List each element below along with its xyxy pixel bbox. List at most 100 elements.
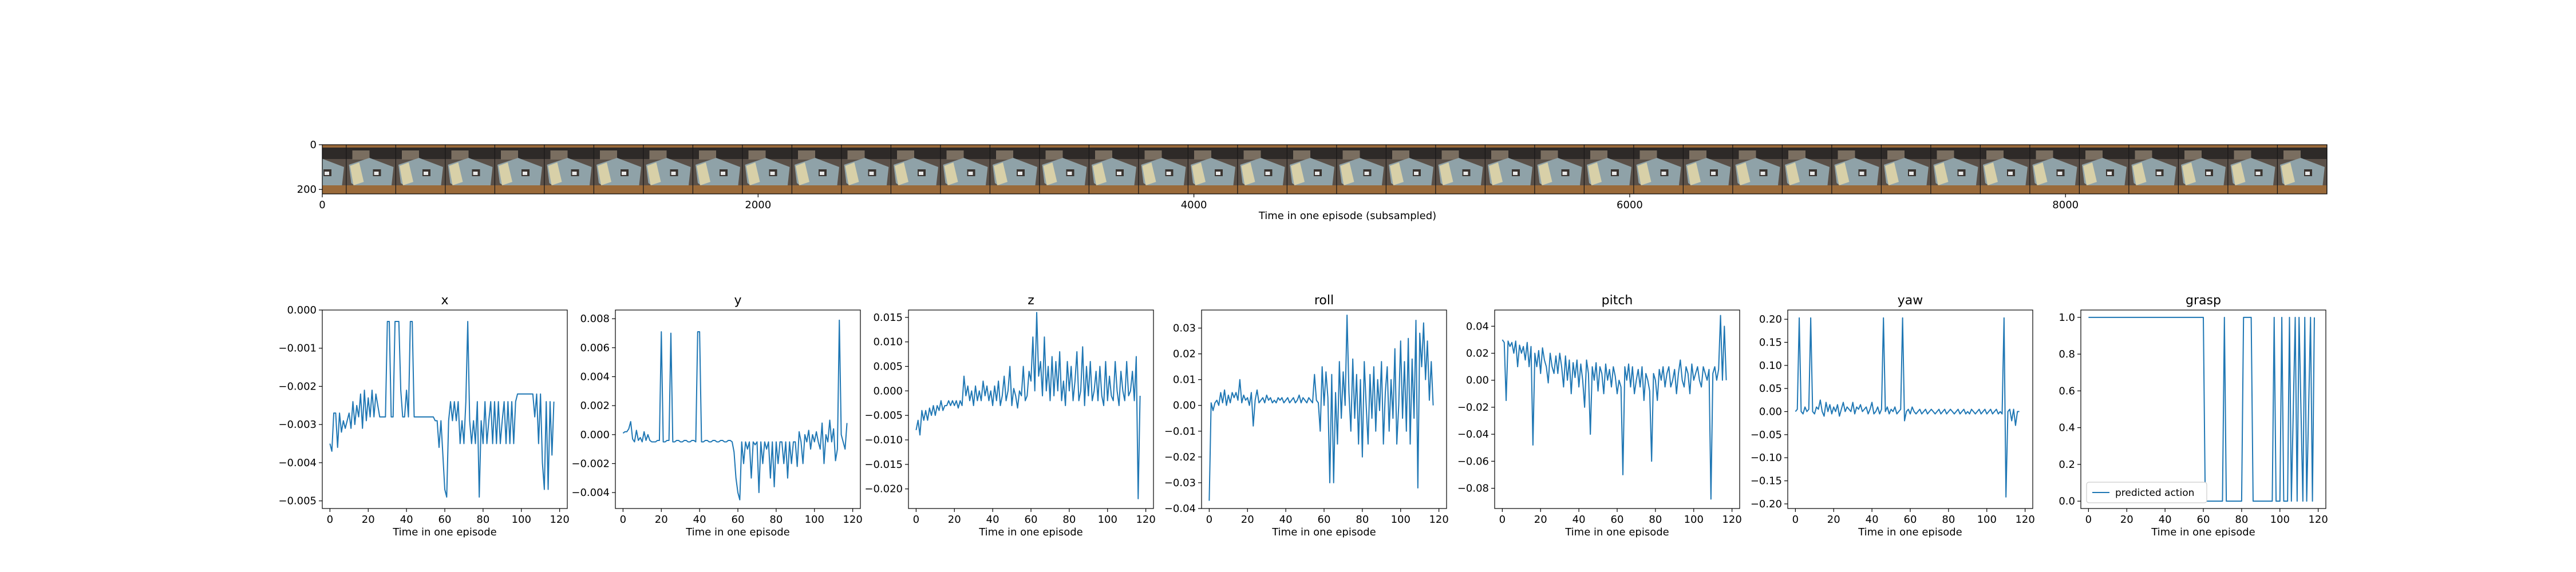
xtick-label: 100	[2270, 514, 2290, 526]
ytick-label: −0.02	[1164, 451, 1196, 463]
ytick-label: 0.006	[580, 342, 610, 354]
ytick-label: 0.01	[1173, 374, 1196, 386]
series-line	[329, 321, 555, 498]
ytick-label: −0.03	[1164, 477, 1196, 489]
plot-frame	[908, 309, 1154, 509]
xtick-label: 60	[1904, 514, 1917, 526]
xtick-label: 120	[1722, 514, 1741, 526]
chart-y: 0 20 40 60 80 100 120 −0.004 −0.002 0.000 0.002 0.0…	[571, 293, 862, 538]
ytick-label: −0.02	[1457, 402, 1489, 414]
legend-box	[2086, 482, 2207, 503]
xtick-label: 20	[2120, 514, 2134, 526]
ytick-label: 0.04	[1466, 320, 1489, 332]
xtick-label: 120	[2015, 514, 2034, 526]
xtick-label: 40	[1573, 514, 1586, 526]
ytick-label: 0.002	[580, 400, 610, 412]
xtick-label: 40	[1279, 514, 1293, 526]
xtick-label: 40	[1866, 514, 1879, 526]
xtick-label: 0	[1499, 514, 1506, 526]
xtick-label: 0	[1792, 514, 1799, 526]
ytick-label: 0.00	[1173, 400, 1196, 412]
chart-xlabel: Time in one episode	[685, 526, 790, 538]
xtick-label: 120	[1136, 514, 1155, 526]
ytick-label: 0.02	[1466, 348, 1489, 360]
chart-pitch: 0 20 40 60 80 100 120 −0.08 −0.06 −0.04 −0.02 0.00 0…	[1457, 293, 1742, 538]
plot-frame	[615, 309, 861, 509]
chart-title: pitch	[1602, 293, 1633, 308]
strip-ytick-label: 0	[310, 139, 317, 151]
chart-title: yaw	[1898, 293, 1923, 308]
xtick-label: 40	[986, 514, 999, 526]
ytick-label: 0.0	[2059, 495, 2075, 507]
ytick-label: 0.00	[1466, 375, 1489, 387]
ytick-label: −0.001	[278, 343, 317, 355]
xtick-label: 80	[476, 514, 489, 526]
series-line	[2088, 316, 2315, 502]
ytick-label: 0.000	[873, 385, 903, 397]
xtick-label: 0	[620, 514, 626, 526]
series-line	[915, 312, 1141, 499]
ytick-label: 0.15	[1759, 336, 1782, 348]
ytick-label: −0.08	[1457, 483, 1489, 495]
xtick-label: 80	[1649, 514, 1662, 526]
ytick-label: 0.10	[1759, 360, 1782, 372]
chart-xlabel: Time in one episode	[392, 526, 497, 538]
ytick-label: 0.005	[873, 361, 903, 373]
xtick-label: 100	[805, 514, 824, 526]
ytick-label: −0.002	[571, 458, 610, 470]
xtick-label: 40	[400, 514, 413, 526]
xtick-label: 100	[512, 514, 531, 526]
film-strip-xlabel: Time in one episode (subsampled)	[1258, 210, 1436, 222]
chart-yaw: 0 20 40 60 80 100 120 −0.20 −0.15 −0.10 −0.05 0.00 0…	[1751, 293, 2035, 538]
chart-grasp: 0 20 40 60 80 100 120 0.0 0.2 0.4 0.6 0.8 1.0 grasp Ti…	[2059, 293, 2328, 538]
xtick-label: 60	[438, 514, 452, 526]
ytick-label: 0.008	[580, 313, 610, 325]
xtick-label: 80	[1942, 514, 1955, 526]
xtick-label: 0	[327, 514, 333, 526]
ytick-label: −0.003	[278, 419, 317, 431]
xtick-label: 60	[2197, 514, 2210, 526]
ytick-label: −0.10	[1751, 452, 1782, 464]
xtick-label: 0	[2085, 514, 2092, 526]
strip-xtick-label: 0	[319, 199, 325, 211]
xtick-label: 60	[1611, 514, 1624, 526]
strip-ytick-label: 200	[297, 184, 317, 196]
series-line	[1502, 315, 1727, 500]
ytick-label: −0.015	[864, 459, 903, 471]
ytick-label: 1.0	[2059, 312, 2075, 324]
xtick-label: 80	[1356, 514, 1369, 526]
xtick-label: 100	[1098, 514, 1117, 526]
ytick-label: 0.6	[2059, 385, 2075, 397]
ytick-label: −0.002	[278, 380, 317, 392]
ytick-label: −0.15	[1751, 475, 1782, 487]
xtick-label: 80	[2235, 514, 2248, 526]
ytick-label: 0.05	[1759, 383, 1782, 395]
xtick-label: 40	[693, 514, 706, 526]
xtick-label: 80	[769, 514, 783, 526]
xtick-label: 20	[948, 514, 961, 526]
chart-xlabel: Time in one episode	[2151, 526, 2255, 538]
chart-xlabel: Time in one episode	[978, 526, 1083, 538]
xtick-label: 20	[1534, 514, 1547, 526]
xtick-label: 40	[2159, 514, 2172, 526]
chart-roll: 0 20 40 60 80 100 120 −0.04 −0.03 −0.02 −0.01 0.00 0…	[1164, 293, 1449, 538]
ytick-label: −0.01	[1164, 426, 1196, 438]
ytick-label: −0.005	[278, 495, 317, 507]
strip-xtick-label: 4000	[1181, 199, 1207, 211]
xtick-label: 20	[1241, 514, 1254, 526]
chart-xlabel: Time in one episode	[1564, 526, 1669, 538]
xtick-label: 20	[1827, 514, 1840, 526]
ytick-label: 0.010	[873, 336, 903, 348]
xtick-label: 100	[1684, 514, 1704, 526]
xtick-label: 60	[732, 514, 745, 526]
ytick-label: −0.06	[1457, 455, 1489, 467]
xtick-label: 20	[655, 514, 668, 526]
strip-xtick-label: 6000	[1617, 199, 1643, 211]
chart-title: y	[734, 293, 741, 308]
ytick-label: −0.04	[1457, 428, 1489, 440]
ytick-label: 0.000	[580, 429, 610, 441]
xtick-label: 80	[1062, 514, 1076, 526]
